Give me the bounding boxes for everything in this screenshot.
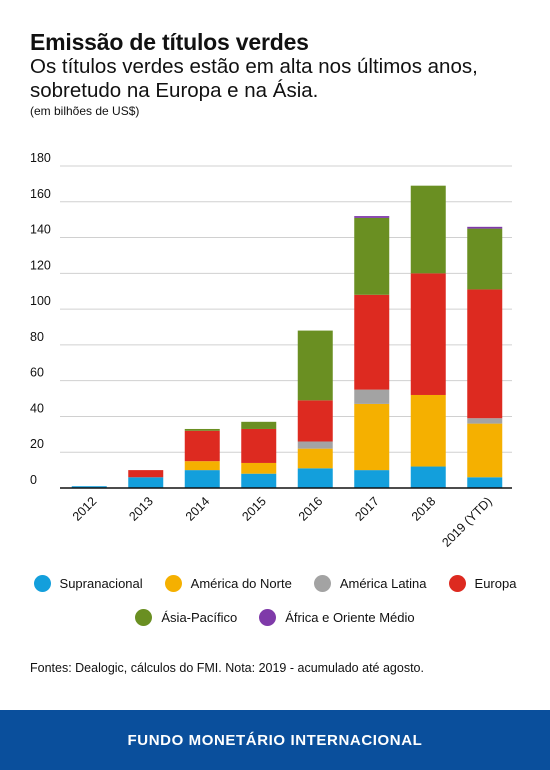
bar-segment [354,403,390,471]
bar-segment [467,418,503,424]
bar-segment [354,389,390,404]
bar-segment [184,430,220,462]
bar-segment [184,470,220,488]
legend-item: América Latina [313,574,427,592]
y-tick-label: 160 [30,187,51,201]
bar-segment [467,226,503,229]
y-tick-label: 40 [30,401,44,415]
bar-segment [241,428,277,463]
legend-swatch [33,574,51,592]
bar-segment [241,421,277,429]
bar-segment [354,470,390,488]
bar-segment [297,330,333,401]
x-tick-label: 2012 [70,494,100,524]
chart-title: Emissão de títulos verdes [30,29,309,55]
bar-segment [354,294,390,390]
y-tick-label: 140 [30,223,51,237]
bar-segment [241,462,277,474]
legend-label: Supranacional [59,575,143,591]
bar-segment [410,185,446,274]
legend-item: América do Norte [164,574,292,592]
y-tick-label: 180 [30,151,51,165]
legend: Supranacional América do Norte América Lat… [0,572,550,628]
bar-segment [297,448,333,469]
bar-segment [354,217,390,295]
unit-label: (em bilhões de US$) [30,104,140,118]
bar-segment [467,423,503,478]
y-tick-label: 60 [30,366,44,380]
legend-label: África e Oriente Médio [285,609,415,625]
legend-swatch [448,574,466,592]
footer-banner: FUNDO MONETÁRIO INTERNACIONAL [0,710,550,770]
legend-row: Supranacional América do Norte América Lat… [0,572,550,594]
legend-label: Ásia-Pacífico [161,609,238,625]
stacked-bar-chart: 0 20 40 60 80 100 120 140 160 180 2012 2013 2014 2015… [30,151,512,550]
bar-segment [297,400,333,442]
bar-segment [184,461,220,471]
legend-label: América do Norte [190,575,292,591]
bar-segment [128,470,164,478]
legend-row: Ásia-Pacífico África e Oriente Médio [0,606,550,628]
legend-swatch [135,608,153,626]
legend-swatch [313,574,331,592]
bar-segment [410,466,446,488]
bar-segment [128,477,164,488]
legend-swatch [259,608,277,626]
bar-segment [467,228,503,290]
y-tick-label: 100 [30,294,51,308]
source-note: Fontes: Dealogic, cálculos do FMI. Nota:… [30,661,424,675]
bar-segment [241,473,277,488]
y-tick-label: 80 [30,330,44,344]
x-tick-label: 2015 [239,494,269,524]
y-tick-label: 20 [30,437,44,451]
y-tick-label: 120 [30,258,51,272]
x-tick-label: 2019 (YTD) [439,494,495,550]
bar-segment [71,486,107,488]
legend-label: América Latina [339,575,427,591]
x-tick-label: 2016 [296,494,326,524]
x-tick-label: 2014 [183,494,213,524]
y-tick-label: 0 [30,473,37,487]
x-tick-label: 2018 [409,494,439,524]
x-tick-label: 2013 [126,494,156,524]
bar-segment [410,394,446,467]
bar-segment [410,273,446,395]
legend-swatch [164,574,182,592]
bar-segment [467,477,503,488]
legend-item: África e Oriente Médio [259,608,415,626]
bar-segment [297,468,333,488]
bar-segment [297,441,333,449]
bar-segment [354,216,390,218]
legend-item: Ásia-Pacífico [135,608,238,626]
bar-segment [467,289,503,419]
chart-subtitle: Os títulos verdes estão em alta nos últi… [30,55,478,102]
legend-item: Supranacional [33,574,143,592]
bar-segment [184,428,220,431]
legend-label: Europa [474,575,517,591]
x-tick-label: 2017 [352,494,382,524]
legend-item: Europa [448,574,517,592]
